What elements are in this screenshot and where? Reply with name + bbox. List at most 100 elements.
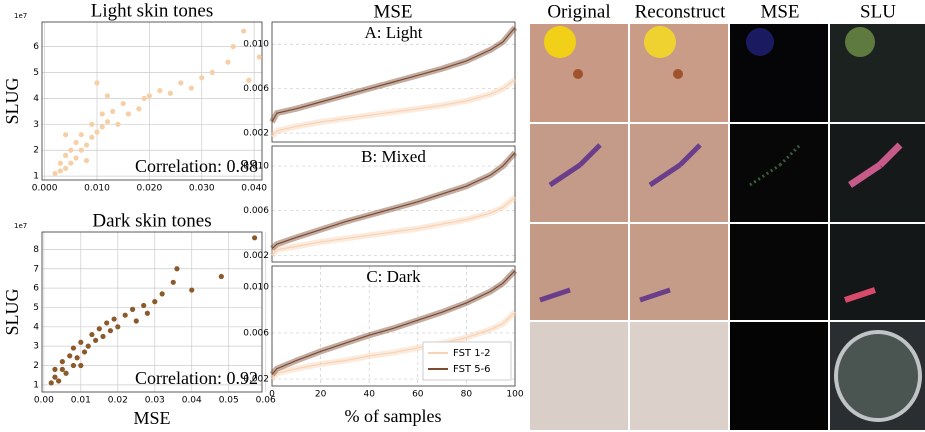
point xyxy=(120,100,126,107)
y-tick-label: 5 xyxy=(33,303,39,313)
plot-frame xyxy=(271,265,516,387)
point xyxy=(146,93,152,99)
x-axis-label: MSE xyxy=(133,408,170,428)
point xyxy=(141,302,147,309)
image-detail xyxy=(648,143,702,188)
chart: 1 2 3 4 5 6 0.000 0.010 0.020 0.030 0.040 Light ski… xyxy=(2,0,267,193)
image-detail xyxy=(539,287,571,303)
point xyxy=(129,306,136,312)
point xyxy=(125,111,132,117)
point xyxy=(225,59,231,65)
point xyxy=(59,366,65,372)
point xyxy=(104,93,111,99)
point xyxy=(218,273,224,280)
point xyxy=(189,287,195,293)
column-header: SLU xyxy=(860,1,896,22)
point xyxy=(74,355,80,361)
point xyxy=(199,75,205,81)
x-tick-label: 0.040 xyxy=(241,184,267,194)
y-tick-label: 7 xyxy=(33,264,39,274)
point xyxy=(99,111,105,117)
point xyxy=(110,108,116,114)
y-tick-label: 0.010 xyxy=(243,162,269,172)
point xyxy=(188,85,194,91)
image xyxy=(830,124,925,222)
point xyxy=(78,362,84,369)
point xyxy=(252,235,258,241)
x-tick-label: 0.06 xyxy=(256,396,276,406)
chart: 0.002 0.006 0.010 A: Light xyxy=(243,21,518,143)
point xyxy=(94,80,100,86)
y-tick-label: 0.002 xyxy=(243,129,269,139)
point xyxy=(67,353,73,359)
x-tick-label: 40 xyxy=(363,390,375,400)
point xyxy=(256,54,262,60)
point xyxy=(62,152,69,158)
x-tick-label: 0.000 xyxy=(32,184,58,194)
point xyxy=(174,266,180,272)
y-tick-label: 0.010 xyxy=(243,40,269,50)
point xyxy=(104,119,111,125)
image xyxy=(730,124,828,222)
y-tick-label: 1 xyxy=(33,172,39,182)
chart-title: Light skin tones xyxy=(91,0,213,21)
x-tick-label: 0.00 xyxy=(34,396,54,406)
chart-title: B: Mixed xyxy=(361,147,426,166)
x-tick-label: 0.010 xyxy=(84,184,110,194)
point xyxy=(81,349,88,355)
point xyxy=(107,328,114,334)
y-tick-label: 0.002 xyxy=(243,375,269,385)
x-tick-label: 0.02 xyxy=(108,396,128,406)
image xyxy=(730,24,828,122)
point xyxy=(152,299,158,305)
y-axis-label: SLUG xyxy=(2,288,22,335)
legend-box xyxy=(422,341,512,381)
x-tick-label: 0.020 xyxy=(136,184,162,194)
chart: 0.002 0.006 0.010 B: Mixed xyxy=(243,145,518,263)
chart: 0.002 0.006 0.010 0 20 40 60 80 100 C: Dark FST 1-… xyxy=(243,265,524,400)
image-detail xyxy=(639,287,671,303)
x-tick-label: 60 xyxy=(412,390,424,400)
point xyxy=(170,279,176,285)
plot-frame xyxy=(41,231,263,393)
y-tick-label: 0.002 xyxy=(243,251,269,261)
x-tick-label: 20 xyxy=(315,390,327,400)
x-tick-label: 0.04 xyxy=(182,396,202,406)
image xyxy=(530,322,628,430)
image xyxy=(730,322,828,430)
point xyxy=(70,362,77,369)
point xyxy=(68,147,74,153)
y-tick-label: 2 xyxy=(33,361,39,371)
x-tick-label: 100 xyxy=(506,390,523,400)
point xyxy=(230,44,236,50)
point xyxy=(94,129,100,135)
point xyxy=(133,318,139,324)
image xyxy=(830,224,925,320)
image xyxy=(630,322,728,430)
point xyxy=(136,106,142,112)
x-tick-label: 0 xyxy=(269,390,275,400)
y-tick-label: 6 xyxy=(33,284,39,294)
y-tick-label: 0.006 xyxy=(243,206,269,216)
point xyxy=(62,132,69,138)
annotation: Correlation: 0.88 xyxy=(135,156,258,176)
legend-label: FST 1-2 xyxy=(453,348,491,359)
line xyxy=(271,270,516,375)
y-tick-label: 2 xyxy=(33,146,39,156)
plot-frame xyxy=(41,21,263,181)
point xyxy=(159,291,165,297)
column-header: Reconstruct xyxy=(635,1,726,22)
point xyxy=(89,134,95,140)
image-detail xyxy=(749,143,802,187)
image-detail xyxy=(834,330,922,422)
point xyxy=(246,77,252,83)
image-detail xyxy=(848,142,903,188)
y-tick-label: 1 xyxy=(33,380,39,390)
image-detail xyxy=(573,69,583,79)
line-group-title: MSE xyxy=(373,1,412,22)
x-tick-label: 0.01 xyxy=(71,396,91,406)
y-tick-label: 0.010 xyxy=(243,282,269,292)
point xyxy=(115,324,121,330)
y-tick-label: 0.006 xyxy=(243,84,269,94)
point xyxy=(56,378,62,384)
